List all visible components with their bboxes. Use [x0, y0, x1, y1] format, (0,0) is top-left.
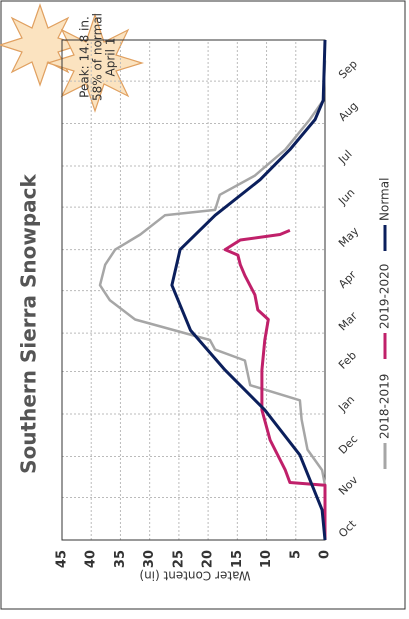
y-tick-label: 20	[201, 550, 216, 568]
y-tick-label: 15	[230, 550, 245, 568]
annotation: April 1	[104, 38, 118, 77]
y-tick-label: 10	[259, 550, 274, 568]
annotation: 58% of normal	[91, 13, 105, 101]
chart-title: Southern Sierra Snowpack	[17, 173, 41, 473]
y-tick-label: 5	[288, 550, 303, 559]
y-tick-label: 30	[142, 550, 157, 568]
legend-label: 2018-2019	[378, 374, 392, 439]
series-line	[98, 60, 327, 540]
legend-label: 2019-2020	[378, 264, 392, 329]
snowflakes	[0, 3, 145, 113]
frame	[0, 0, 406, 610]
legend-label: Normal	[378, 178, 392, 221]
y-axis-title: Water Content (in)	[139, 569, 250, 583]
series-line	[223, 229, 327, 540]
plot-border	[61, 39, 326, 541]
annotation: Peak: 14.8 in.	[78, 16, 92, 98]
y-tick-label: 0	[318, 550, 333, 559]
series-line	[170, 39, 327, 541]
y-tick-label: 45	[55, 550, 70, 568]
y-tick-label: 40	[84, 550, 99, 568]
y-tick-label: 25	[171, 550, 186, 568]
y-tick-label: 35	[113, 550, 128, 568]
